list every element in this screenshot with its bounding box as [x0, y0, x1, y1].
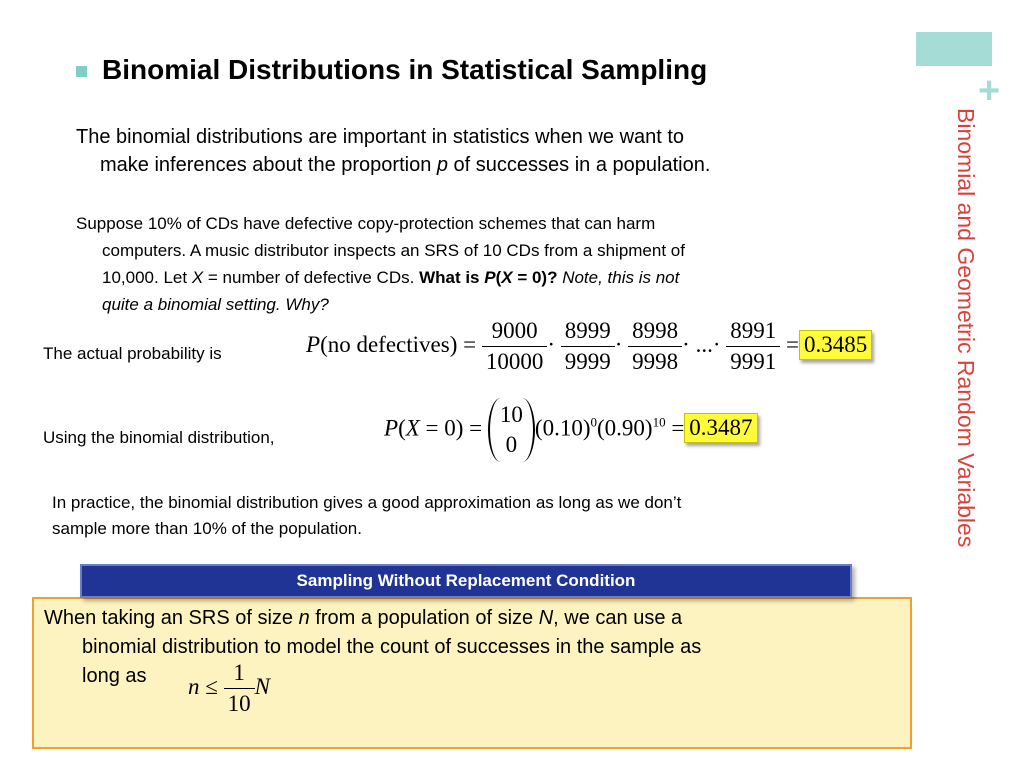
intro-line-2: make inferences about the proportion p o…	[76, 151, 896, 179]
binomial-coefficient: 10 0	[487, 398, 535, 462]
ellipsis: ...·	[695, 331, 721, 357]
intro-text: make inferences about the proportion	[100, 154, 437, 176]
variable-x: X	[191, 268, 204, 287]
condition-inequality: n ≤ 1 10 N	[188, 660, 270, 717]
eq-lhs: (no defectives) =	[320, 331, 477, 357]
practice-line-1: In practice, the binomial distribution g…	[52, 493, 682, 512]
slide-heading: Binomial Distributions in Statistical Sa…	[102, 54, 708, 85]
equation-actual: P(no defectives) = 9000 10000 · 8999 9999 · …	[306, 318, 873, 375]
fraction: 8999 9999	[560, 318, 615, 375]
condition-line-3: long as	[82, 665, 147, 687]
note-text-2: quite a binomial setting. Why?	[102, 295, 329, 314]
fraction: 9000 10000	[481, 318, 548, 375]
result-highlight: 0.3487	[684, 413, 758, 444]
intro-paragraph: The binomial distributions are important…	[76, 123, 896, 179]
example-paragraph: Suppose 10% of CDs have defective copy-p…	[76, 210, 906, 318]
side-title: Binomial and Geometric Random Variables	[953, 108, 979, 548]
intro-line-1: The binomial distributions are important…	[76, 126, 685, 148]
fraction: 8991 9991	[726, 318, 781, 375]
practice-line-2: sample more than 10% of the population.	[52, 519, 362, 538]
actual-probability-label: The actual probability is	[43, 344, 222, 363]
note-text: Note, this is not	[557, 268, 680, 287]
fraction: 8998 9998	[628, 318, 683, 375]
example-text: 10,000. Let	[102, 268, 192, 287]
practice-paragraph: In practice, the binomial distribution g…	[52, 490, 922, 542]
plus-icon: +	[978, 70, 1001, 112]
equation-binomial: P(X = 0) = 10 0(0.10)0(0.90)10 = 0.3487	[384, 398, 758, 462]
example-line-2: computers. A music distributor inspects …	[102, 241, 685, 260]
question: What is P(X = 0)?	[419, 268, 558, 287]
bullet-icon	[76, 66, 87, 77]
variable-p: p	[436, 154, 448, 176]
eq-p: P	[306, 331, 321, 357]
condition-text: When taking an SRS of size n from a popu…	[44, 604, 894, 691]
result-highlight: 0.3485	[799, 329, 873, 360]
condition-line-2: binomial distribution to model the count…	[82, 636, 702, 658]
decorative-teal-bar	[916, 32, 992, 66]
example-line-1: Suppose 10% of CDs have defective copy-p…	[76, 214, 656, 233]
example-line-3: 10,000. Let X = number of defective CDs.…	[76, 264, 906, 291]
example-text-2: = number of defective CDs.	[203, 268, 420, 287]
binomial-label: Using the binomial distribution,	[43, 428, 275, 447]
condition-box	[32, 597, 912, 749]
intro-text-end: of successes in a population.	[448, 154, 711, 176]
condition-title: Sampling Without Replacement Condition	[80, 564, 852, 598]
fraction: 1 10	[223, 660, 255, 717]
